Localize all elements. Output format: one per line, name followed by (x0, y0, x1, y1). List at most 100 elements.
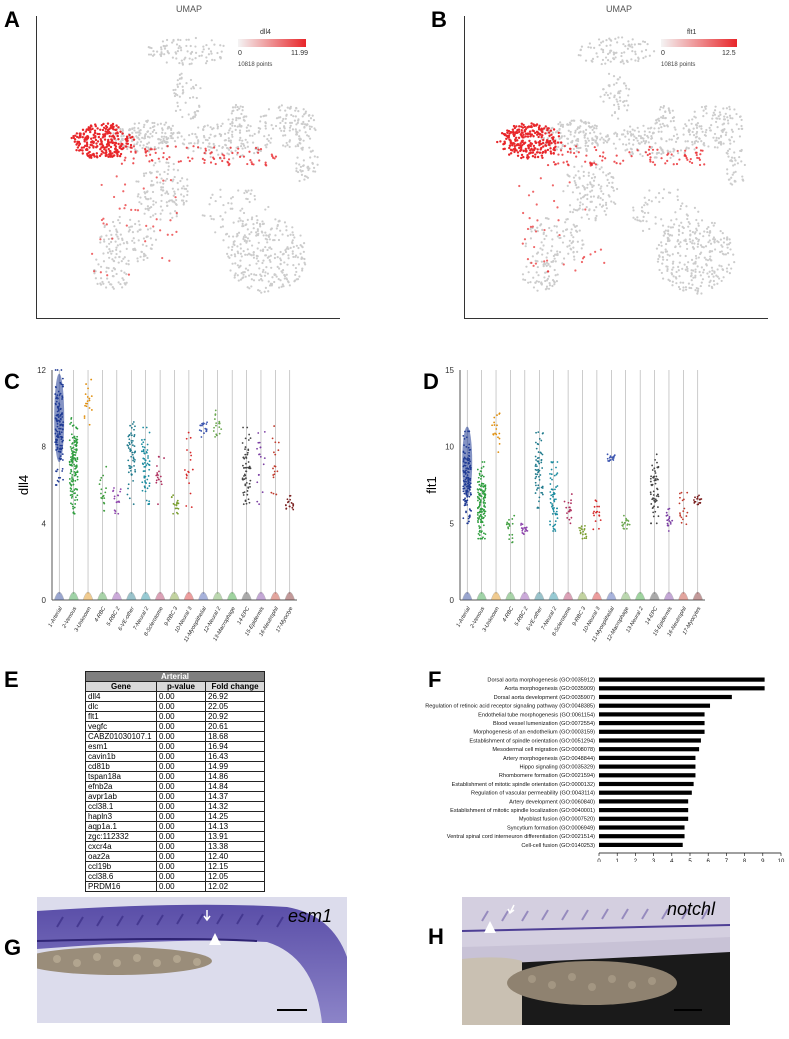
y-tick-label: 4 (42, 519, 47, 528)
fold-change-cell: 14.84 (205, 781, 265, 792)
legend-min-b: 0 (661, 50, 665, 57)
category-label: 14-EPC (236, 606, 251, 626)
violin-base (634, 591, 646, 601)
umap-cluster (172, 72, 202, 120)
x-tick-label: 3 (652, 859, 656, 862)
go-term-label: Establishment of mitotic spindle orienta… (452, 782, 595, 788)
x-tick-label: 0 (597, 859, 601, 862)
umap-cluster (226, 218, 307, 294)
violin-points (270, 425, 280, 496)
table-row: dlc 0.00 22.05 (85, 701, 265, 712)
violin-base (548, 591, 560, 601)
violin-points (98, 465, 108, 512)
gene-cell: ccl38.1 (85, 801, 157, 812)
panel-letter-h: H (428, 924, 444, 949)
violin-points (284, 494, 295, 511)
violin-points (68, 417, 79, 515)
violin-points (126, 421, 137, 506)
go-bar (599, 842, 683, 847)
go-bar (599, 773, 696, 778)
umap-scatter-a (70, 36, 319, 294)
embryo-photo-notchl (462, 897, 730, 1025)
pvalue-cell: 0.00 (156, 691, 206, 702)
pvalue-cell: 0.00 (156, 871, 206, 882)
violin-base (68, 591, 79, 601)
violin-points (578, 524, 588, 540)
violin-points (112, 487, 122, 515)
table-row: zgc:112332 0.00 13.91 (85, 831, 265, 842)
fold-change-cell: 16.43 (205, 751, 265, 762)
pvalue-cell: 0.00 (156, 831, 206, 842)
violin-base (111, 591, 123, 601)
go-term-label: Hippo signaling (GO:0035329) (519, 765, 595, 771)
go-bar (599, 703, 711, 708)
violin-points (649, 453, 660, 525)
category-label: 5-RBC 2 (514, 606, 530, 627)
umap-cluster (524, 216, 585, 266)
go-term-label: Cell-cell fusion (GO:0140253) (521, 843, 595, 849)
violin-base (519, 591, 531, 601)
legend-gene-b: flt1 (687, 29, 697, 36)
violin-body (54, 373, 65, 463)
gene-cell: aqp1a.1 (85, 821, 157, 832)
legend-colorbar-b (661, 39, 737, 47)
embryo-illustration-esm1 (37, 897, 347, 1023)
gene-cell: dlc (85, 701, 157, 712)
gene-label-notchl: notchl (667, 899, 716, 919)
violin-base (663, 591, 675, 601)
table-row: dll4 0.00 26.92 (85, 691, 265, 702)
table-row: ccl38.1 0.00 14.32 (85, 801, 265, 812)
go-term-label: Establishment of mitotic spindle localiz… (450, 808, 595, 814)
go-term-label: Endothelial tube morphogenesis (GO:00611… (478, 712, 595, 718)
violin-points (534, 431, 544, 509)
go-bar (599, 729, 705, 734)
x-tick-label: 7 (725, 859, 729, 862)
go-bar (599, 686, 765, 691)
fold-change-cell: 12.05 (205, 871, 265, 882)
go-bar (599, 764, 696, 769)
go-bar (599, 721, 705, 726)
table-row: cd81b 0.00 14.99 (85, 761, 265, 772)
panel-letter-b: B (431, 7, 447, 32)
gene-cell: CABZ01030107.1 (85, 731, 157, 742)
gene-cell: cavin1b (85, 751, 157, 762)
points-count-a: 10818 points (238, 62, 273, 68)
umap-cluster (632, 188, 700, 247)
violin-points (155, 455, 165, 506)
column-header-gene: Gene (85, 681, 157, 692)
x-tick-label: 5 (688, 859, 692, 862)
category-label: 14-EPC (644, 606, 659, 626)
category-label: 5-RBC 2 (106, 606, 122, 627)
go-term-label: Establishment of spindle orientation (GO… (469, 738, 595, 744)
table-row: hapln3 0.00 14.25 (85, 811, 265, 822)
table-title: Arterial (85, 671, 265, 682)
go-bar (599, 677, 765, 682)
y-tick-label: 10 (445, 443, 454, 452)
pvalue-cell: 0.00 (156, 861, 206, 872)
go-term-label: Syncytium formation (GO:0006949) (507, 825, 595, 831)
pvalue-cell: 0.00 (156, 851, 206, 862)
y-tick-label: 12 (37, 366, 46, 375)
panel-letter-d: D (423, 369, 439, 394)
violin-points (241, 426, 252, 506)
violin-base (154, 591, 166, 601)
go-bar (599, 790, 692, 795)
violin-base (490, 591, 502, 601)
arterial-gene-table: Arterial Gene p-value Fold change dll4 0.… (85, 671, 265, 892)
category-label: 4-RBC (502, 606, 515, 623)
pvalue-cell: 0.00 (156, 881, 206, 892)
violin-points (170, 494, 180, 515)
go-term-label: Regulation of retinoic acid receptor sig… (425, 704, 595, 710)
violin-base (169, 591, 180, 601)
fold-change-cell: 22.05 (205, 701, 265, 712)
umap-cluster (540, 119, 611, 153)
table-row: tspan18a 0.00 14.86 (85, 771, 265, 782)
umap-cluster (147, 36, 225, 66)
fold-change-cell: 16.94 (205, 741, 265, 752)
go-bar (599, 755, 696, 760)
umap-cluster (725, 147, 746, 186)
table-row: efnb2a 0.00 14.84 (85, 781, 265, 792)
gene-label-esm1: esm1 (288, 906, 333, 926)
go-term-label: Ventral spinal cord interneuron differen… (447, 834, 595, 840)
go-enrichment-chart: Dorsal aorta morphogenesis (GO:0035912) A… (425, 677, 785, 862)
